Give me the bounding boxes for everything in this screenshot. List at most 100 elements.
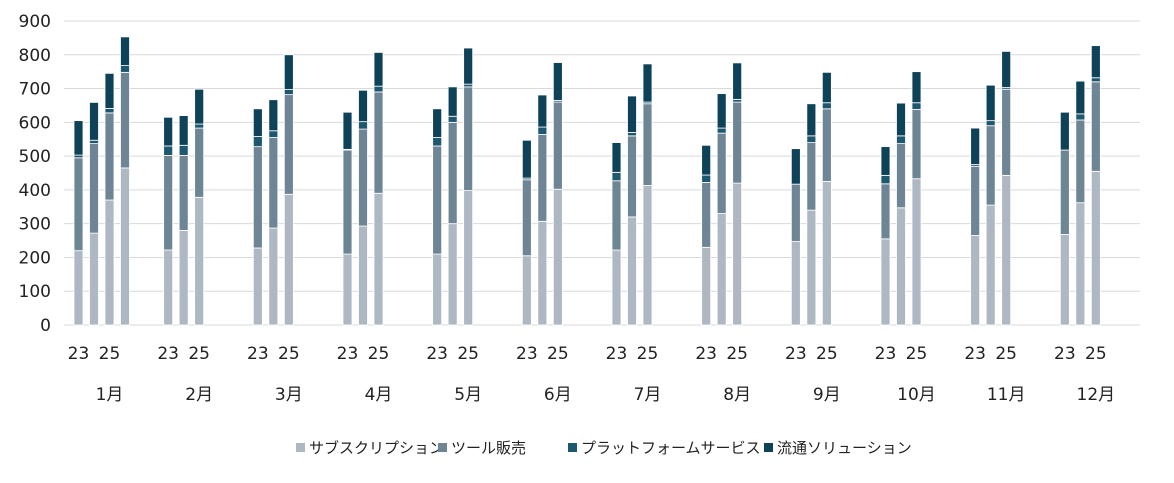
legend-swatch (568, 443, 577, 452)
bar-segment (806, 103, 817, 137)
bar-segment (178, 115, 189, 146)
y-tick-label: 0 (40, 316, 51, 336)
y-tick-label: 200 (19, 248, 51, 268)
x-tick-label: 23 (516, 344, 538, 364)
bar-segment (1090, 81, 1101, 172)
bar-segment (880, 174, 891, 185)
bar-segment (358, 89, 368, 123)
bar-segment (178, 155, 189, 231)
bar-segment (611, 171, 622, 182)
bar-segment (552, 62, 563, 101)
bar-segment (89, 143, 99, 234)
x-tick-label: 23 (606, 344, 628, 364)
month-label: 12月 (1077, 385, 1116, 405)
bar-segment (89, 102, 99, 141)
x-tick-label: 23 (785, 344, 807, 364)
bar-segment (252, 136, 263, 148)
bar-segment (163, 155, 174, 251)
bar-segment (896, 135, 906, 145)
bar-segment (194, 127, 205, 198)
bar-segment (611, 180, 622, 251)
bar-segment (447, 86, 458, 117)
x-tick-label: 23 (695, 344, 717, 364)
month-label: 7月 (634, 385, 662, 405)
bar-segment (611, 249, 622, 326)
bar-segment (194, 88, 205, 125)
x-tick-label: 25 (726, 344, 748, 364)
bar-segment (732, 182, 743, 326)
bar-segment (521, 139, 532, 179)
y-tick-label: 600 (19, 113, 51, 133)
bar-segment (537, 220, 548, 326)
bar-segment (373, 52, 384, 87)
bar-segment (283, 89, 294, 96)
bar-segment (701, 174, 712, 183)
bar-segment (1075, 80, 1086, 115)
bar-segment (373, 192, 384, 326)
bar-segment (701, 182, 712, 248)
bar-segment (163, 116, 174, 147)
x-tick-label: 23 (337, 344, 359, 364)
bar-segment (252, 146, 263, 249)
bar-segment (821, 71, 832, 104)
bar-segment (1059, 234, 1070, 326)
bar-segment (627, 95, 637, 133)
x-tick-label: 25 (547, 344, 569, 364)
bar-segment (432, 253, 443, 326)
bar-segment (896, 207, 906, 326)
bar-segment (627, 132, 637, 137)
x-tick-label: 25 (816, 344, 838, 364)
y-tick-label: 100 (19, 282, 51, 302)
bar-segment (880, 183, 891, 240)
bar-segment (1001, 51, 1012, 88)
bar-segment (178, 144, 189, 156)
x-tick-label: 23 (157, 344, 179, 364)
bar-segment (283, 193, 294, 326)
bar-segment (806, 135, 817, 144)
legend-swatch (438, 443, 447, 452)
bar-segment (627, 216, 637, 326)
bar-segment (73, 157, 84, 252)
bar-segment (252, 108, 263, 137)
x-tick-label: 25 (1085, 344, 1107, 364)
bars (73, 36, 1101, 326)
bar-segment (611, 142, 622, 173)
bar-segment (985, 125, 996, 206)
bar-segment (1090, 170, 1101, 326)
bar-segment (521, 179, 532, 257)
bar-segment (194, 123, 205, 129)
x-tick-label: 25 (188, 344, 210, 364)
bar-segment (268, 99, 279, 132)
month-label: 8月 (723, 385, 751, 405)
bar-segment (1059, 149, 1070, 235)
bar-segment (985, 120, 996, 127)
bar-segment (432, 137, 443, 147)
bar-segment (342, 149, 353, 255)
bar-segment (1001, 174, 1012, 326)
bar-segment (342, 253, 353, 326)
bar-segment (642, 63, 653, 103)
bar-segment (194, 196, 205, 326)
y-tick-label: 400 (19, 181, 51, 201)
legend-label: プラットフォームサービス (581, 439, 761, 457)
bar-segment (268, 137, 279, 229)
bar-segment (1075, 113, 1086, 121)
month-label: 4月 (365, 385, 393, 405)
bar-segment (537, 126, 548, 135)
y-tick-label: 500 (19, 147, 51, 167)
bar-segment (970, 165, 981, 236)
bar-segment (552, 188, 563, 326)
x-tick-label: 23 (426, 344, 448, 364)
bar-segment (1075, 202, 1086, 326)
bar-segment (701, 246, 712, 326)
bar-segment (896, 143, 906, 209)
x-axis: 23 25 1月 23 25 2月 23 25 3月 23 25 4月 23 25 5月 23 25 6月 23 25… (68, 344, 1115, 405)
x-tick-label: 23 (68, 344, 90, 364)
x-tick-label: 23 (964, 344, 986, 364)
x-tick-label: 25 (637, 344, 659, 364)
bar-segment (552, 101, 563, 190)
bar-segment (73, 250, 84, 326)
bar-segment (252, 247, 263, 326)
bar-segment (89, 139, 99, 145)
